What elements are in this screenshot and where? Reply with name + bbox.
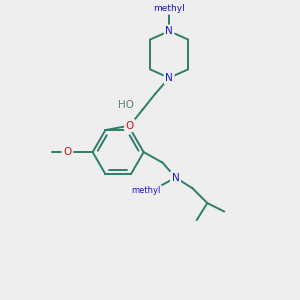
Text: N: N — [165, 73, 173, 83]
Text: O: O — [63, 147, 71, 157]
Text: HO: HO — [118, 100, 134, 110]
Text: N: N — [165, 26, 173, 36]
Text: O: O — [126, 121, 134, 130]
Text: methyl: methyl — [153, 4, 185, 13]
Text: N: N — [172, 172, 179, 183]
Text: methyl: methyl — [131, 186, 160, 195]
